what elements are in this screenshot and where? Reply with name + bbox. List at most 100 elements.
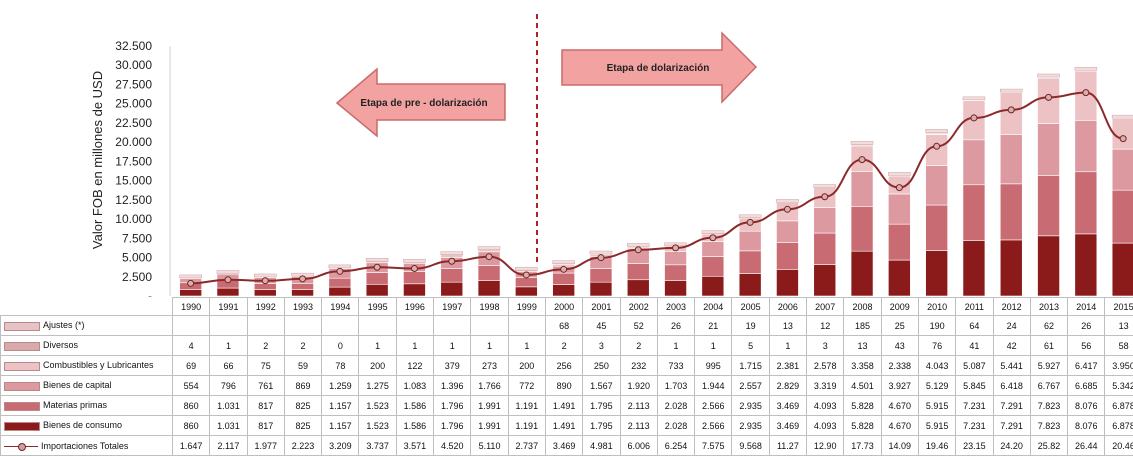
table-cell: 68	[544, 315, 584, 336]
table-cell: 59	[283, 355, 323, 376]
year-header: 1991	[209, 297, 248, 316]
bar-cap	[552, 260, 575, 264]
table-cell: 554	[171, 375, 211, 396]
year-header: 2003	[656, 297, 696, 316]
line-point	[895, 184, 903, 192]
table-cell	[283, 315, 323, 336]
table-cell: 62	[1029, 315, 1069, 336]
series-legend-cell: Bienes de capital	[0, 375, 173, 396]
table-cell: 61	[1029, 335, 1069, 356]
table-cell: 78	[321, 355, 360, 376]
bar-segment	[701, 275, 725, 297]
series-legend-cell: Bienes de consumo	[0, 415, 173, 436]
table-cell: 45	[582, 315, 621, 336]
table-cell: 796	[209, 375, 248, 396]
year-header: 2014	[1067, 297, 1106, 316]
table-row: Ajustes (*) 68 45 52 26 21 19 13 12 185 25 190 64 24 6…	[0, 315, 1133, 336]
table-cell: 25	[880, 315, 919, 336]
bar-segment	[813, 207, 837, 234]
table-cell: 13	[843, 335, 882, 356]
bar-cap	[925, 129, 948, 133]
table-cell: 2.338	[880, 355, 919, 376]
bar-segment	[813, 264, 837, 297]
table-cell: 7.575	[694, 435, 733, 456]
line-point	[261, 277, 269, 285]
legend-swatch	[4, 361, 40, 371]
table-cell: 7.291	[992, 395, 1031, 416]
bar-segment	[1074, 120, 1098, 173]
bar-cap	[1037, 73, 1060, 78]
table-cell: 26.44	[1067, 435, 1106, 456]
table-cell: 3.469	[768, 415, 808, 436]
legend-swatch	[4, 421, 40, 431]
y-tick-label: 2.500	[122, 270, 152, 284]
year-header: 2006	[768, 297, 808, 316]
line-point	[933, 142, 941, 150]
bar-segment	[1111, 148, 1133, 191]
bar-segment	[328, 286, 352, 297]
line-point	[410, 265, 418, 273]
table-cell: 250	[582, 355, 621, 376]
table-cell: 825	[283, 395, 323, 416]
bar-stacks	[179, 67, 1133, 297]
table-row: Combustibles y Lubricantes 69 66 75 59 78 200 1…	[0, 355, 1133, 376]
table-cell	[321, 315, 360, 336]
line-point	[970, 114, 978, 122]
bar-cap	[403, 259, 426, 263]
bar-segment	[888, 223, 911, 261]
bar-segment	[1074, 233, 1098, 297]
table-cell: 1	[470, 335, 509, 356]
table-cell: 1	[768, 335, 808, 356]
bar-cap	[738, 214, 762, 219]
bar-segment	[552, 284, 575, 297]
line-point	[560, 265, 568, 273]
bar-segment	[179, 289, 202, 297]
table-cell: 66	[209, 355, 248, 376]
bar-cap	[627, 243, 650, 247]
table-cell: 2	[544, 335, 584, 356]
table-cell: 2	[283, 335, 323, 356]
bar-segment	[1037, 123, 1060, 176]
year-header: 1992	[246, 297, 285, 316]
table-cell: 761	[246, 375, 285, 396]
bar-segment	[1037, 235, 1060, 297]
y-tick-label: 22.500	[115, 116, 152, 130]
bar-segment	[515, 277, 538, 288]
bar-cap	[440, 251, 463, 255]
table-cell: 1.396	[433, 375, 472, 396]
bar-segment	[850, 206, 874, 252]
table-cell: 3.358	[843, 355, 882, 376]
table-cell: 2.737	[507, 435, 546, 456]
table-cell: 3.209	[321, 435, 360, 456]
table-cell: 1.523	[358, 395, 397, 416]
series-name: Bienes de capital	[43, 380, 112, 391]
bar-segment	[1074, 171, 1098, 235]
year-header: 2007	[806, 297, 845, 316]
table-cell: 6.417	[1067, 355, 1106, 376]
bar-segment	[776, 242, 799, 270]
table-cell: 1.991	[470, 395, 509, 416]
bar-segment	[925, 165, 948, 206]
bar-cap	[179, 274, 202, 279]
table-cell: 9.568	[731, 435, 770, 456]
bar-cap	[365, 257, 389, 262]
table-cell: 1.703	[656, 375, 696, 396]
table-cell: 256	[544, 355, 584, 376]
table-cell: 185	[843, 315, 882, 336]
legend-swatch	[4, 341, 40, 351]
table-cell	[358, 315, 397, 336]
line-point	[373, 263, 381, 271]
series-legend-cell: Diversos	[0, 335, 173, 356]
table-cell: 1.157	[321, 395, 360, 416]
bar-segment	[291, 289, 314, 297]
table-cell: 12.90	[806, 435, 845, 456]
table-cell: 7.823	[1029, 395, 1069, 416]
bar-segment	[552, 272, 575, 285]
table-cell: 5.342	[1104, 375, 1133, 396]
table-cell: 2.566	[694, 415, 733, 436]
table-cell: 273	[470, 355, 509, 376]
line-point	[522, 271, 530, 279]
table-cell: 2	[619, 335, 658, 356]
bar-segment	[365, 272, 389, 285]
table-cell: 1.259	[321, 375, 360, 396]
